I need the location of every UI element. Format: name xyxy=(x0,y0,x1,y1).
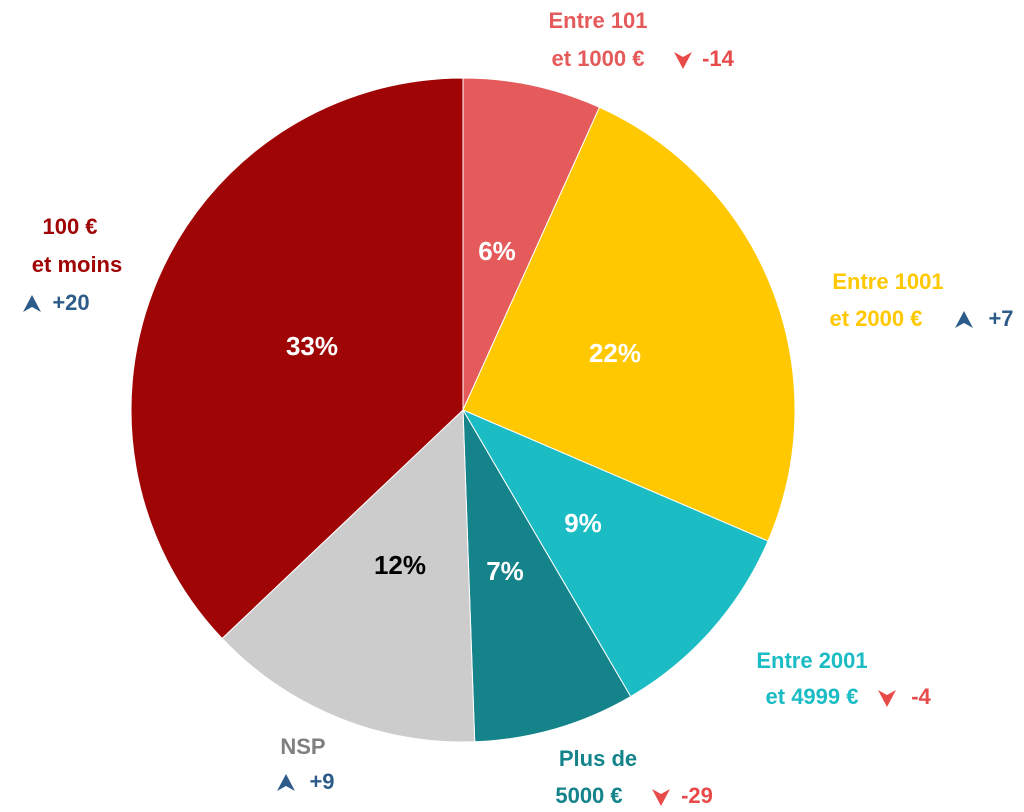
pie-slice xyxy=(130,77,464,640)
category-label: et 2000 € xyxy=(830,306,923,331)
change-label: -4 xyxy=(911,684,931,709)
change-label: +9 xyxy=(309,769,334,794)
change-label: +20 xyxy=(52,290,89,315)
arrow-down xyxy=(652,789,670,806)
value-label: 7% xyxy=(486,556,524,586)
category-label: et moins xyxy=(32,252,122,277)
category-label: 100 € xyxy=(42,214,97,239)
change-label: -29 xyxy=(681,783,713,808)
arrow-down xyxy=(878,690,896,707)
arrow-up xyxy=(955,311,973,328)
arrow-up xyxy=(277,774,295,791)
arrow-down xyxy=(674,52,692,69)
category-label: et 1000 € xyxy=(552,46,645,71)
category-label: NSP xyxy=(280,734,325,759)
value-label: 22% xyxy=(589,338,641,368)
pie-slice xyxy=(462,77,601,411)
category-label: Entre 2001 xyxy=(756,648,867,673)
pie-slice xyxy=(462,106,796,542)
category-label: Plus de xyxy=(559,746,637,771)
change-label: +7 xyxy=(988,306,1013,331)
value-label: 9% xyxy=(564,508,602,538)
value-label: 12% xyxy=(374,550,426,580)
arrow-up xyxy=(23,295,41,312)
pie-slice xyxy=(461,408,769,698)
category-label: 5000 € xyxy=(555,783,622,808)
pie-slice xyxy=(462,409,632,743)
change-label: -14 xyxy=(702,46,735,71)
category-label: Entre 101 xyxy=(548,8,647,33)
category-label: et 4999 € xyxy=(766,684,859,709)
value-label: 6% xyxy=(478,236,516,266)
value-label: 33% xyxy=(286,331,338,361)
pie-slice xyxy=(221,408,476,743)
category-label: Entre 1001 xyxy=(832,269,943,294)
